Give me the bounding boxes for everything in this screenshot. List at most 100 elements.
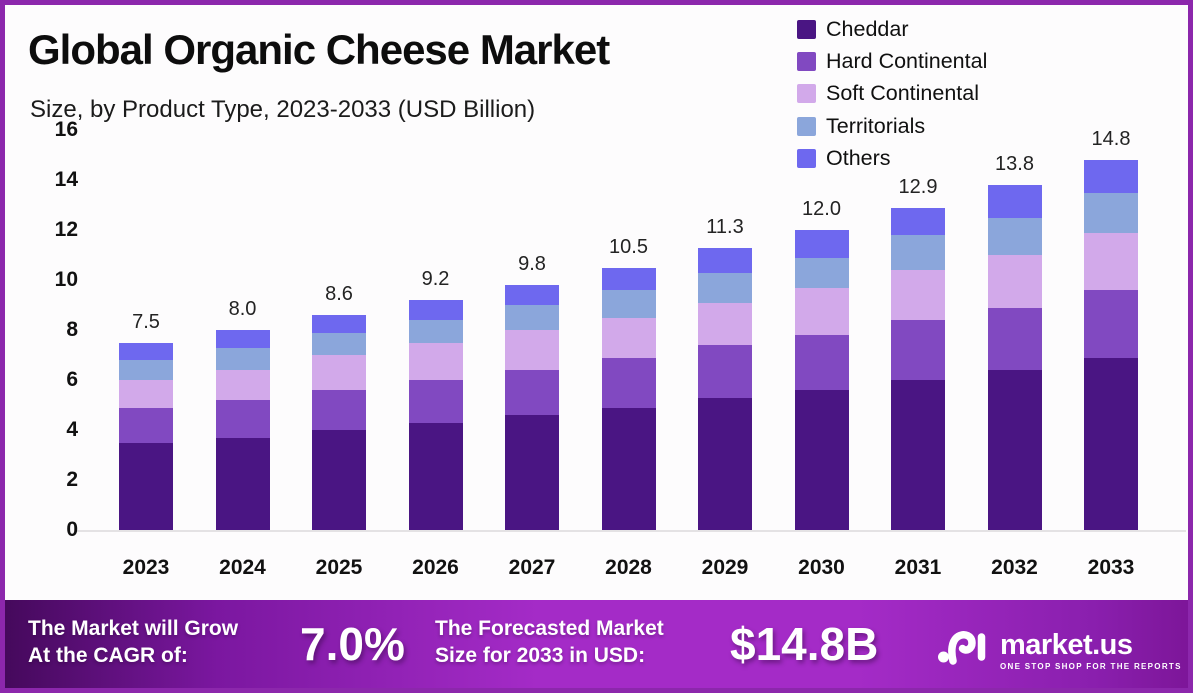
bar-segment-others-2027 bbox=[505, 285, 559, 305]
legend-label-hard-continental: Hard Continental bbox=[826, 49, 988, 74]
x-label-2025: 2025 bbox=[315, 556, 363, 579]
bar-segment-hard-continental-2028 bbox=[601, 357, 656, 408]
bar-segment-soft-continental-2031 bbox=[891, 270, 945, 320]
legend-label-territorials: Territorials bbox=[826, 113, 926, 138]
bar-segment-territorials-2031 bbox=[891, 235, 945, 270]
bar-segment-soft-continental-2032 bbox=[987, 255, 1042, 308]
bar-segment-soft-continental-2024 bbox=[215, 370, 270, 400]
bar-segment-territorials-2029 bbox=[698, 272, 752, 303]
chart-subtitle: Size, by Product Type, 2023-2033 (USD Bi… bbox=[30, 96, 536, 123]
cagr-label-line1: The Market will Grow bbox=[28, 617, 239, 640]
bar-segment-territorials-2028 bbox=[601, 290, 656, 318]
bar-total-2025: 8.6 bbox=[325, 283, 353, 305]
bar-segment-others-2024 bbox=[215, 330, 270, 348]
legend-item-cheddar: Cheddar bbox=[797, 13, 987, 45]
bar-segment-soft-continental-2026 bbox=[408, 342, 463, 380]
bar-total-2029: 11.3 bbox=[706, 215, 744, 238]
legend-swatch-hard-continental bbox=[797, 52, 816, 72]
forecast-label-line2: Size for 2033 in USD: bbox=[435, 644, 646, 667]
bar-segment-cheddar-2026 bbox=[408, 422, 463, 530]
bar-segment-territorials-2024 bbox=[215, 347, 270, 370]
bar-segment-territorials-2030 bbox=[794, 257, 849, 288]
bar-segment-others-2033 bbox=[1084, 160, 1138, 193]
brand-tagline: ONE STOP SHOP FOR THE REPORTS bbox=[1000, 662, 1182, 671]
bar-total-2024: 8.0 bbox=[228, 298, 257, 320]
legend-label-cheddar: Cheddar bbox=[826, 16, 909, 41]
bar-segment-hard-continental-2033 bbox=[1084, 290, 1138, 358]
bar-segment-territorials-2032 bbox=[987, 217, 1042, 255]
x-label-2031: 2031 bbox=[894, 556, 942, 579]
bar-segment-territorials-2027 bbox=[505, 305, 559, 330]
bar-segment-territorials-2026 bbox=[408, 320, 463, 343]
bar-segment-hard-continental-2024 bbox=[215, 400, 270, 438]
bar-segment-territorials-2033 bbox=[1084, 192, 1138, 233]
legend-item-others: Others bbox=[797, 143, 987, 175]
y-tick-14: 14 bbox=[54, 168, 78, 191]
bar-segment-others-2029 bbox=[698, 247, 752, 273]
legend-swatch-territorials bbox=[797, 116, 816, 136]
bar-segment-cheddar-2027 bbox=[505, 415, 559, 530]
bar-segment-cheddar-2033 bbox=[1084, 357, 1138, 530]
bar-segment-cheddar-2025 bbox=[312, 430, 366, 530]
legend-label-soft-continental: Soft Continental bbox=[826, 81, 979, 106]
y-tick-6: 6 bbox=[66, 368, 78, 391]
footer-banner: The Market will Grow At the CAGR of: 7.0… bbox=[5, 600, 1188, 688]
legend-swatch-soft-continental bbox=[797, 84, 816, 104]
bar-segment-territorials-2023 bbox=[119, 360, 173, 380]
bar-segment-cheddar-2032 bbox=[987, 370, 1042, 530]
x-label-2029: 2029 bbox=[701, 556, 749, 579]
bar-segment-territorials-2025 bbox=[312, 332, 366, 355]
x-label-2027: 2027 bbox=[508, 556, 556, 579]
bar-segment-others-2025 bbox=[312, 315, 366, 333]
brand-wordmark: market.us bbox=[1000, 629, 1133, 661]
bar-segment-others-2026 bbox=[408, 300, 463, 320]
bar-segment-others-2031 bbox=[891, 207, 945, 235]
bar-total-2028: 10.5 bbox=[609, 235, 648, 258]
x-label-2030: 2030 bbox=[798, 556, 845, 579]
y-tick-4: 4 bbox=[66, 418, 78, 441]
cagr-label-line2: At the CAGR of: bbox=[28, 644, 188, 667]
bar-segment-cheddar-2023 bbox=[119, 442, 173, 530]
cagr-label: The Market will Grow At the CAGR of: bbox=[28, 615, 238, 669]
x-label-2026: 2026 bbox=[412, 556, 459, 579]
y-tick-12: 12 bbox=[54, 218, 78, 241]
bar-segment-soft-continental-2023 bbox=[119, 380, 173, 408]
bar-segment-cheddar-2024 bbox=[215, 437, 270, 530]
bar-total-2027: 9.8 bbox=[518, 253, 546, 275]
chart-title: Global Organic Cheese Market bbox=[28, 26, 610, 73]
bar-segment-others-2032 bbox=[987, 185, 1042, 218]
bar-total-2030: 12.0 bbox=[802, 198, 841, 220]
bar-segment-soft-continental-2030 bbox=[794, 287, 849, 335]
legend-item-territorials: Territorials bbox=[797, 110, 987, 142]
bar-segment-soft-continental-2028 bbox=[601, 317, 656, 358]
x-label-2033: 2033 bbox=[1087, 556, 1135, 579]
bar-segment-hard-continental-2025 bbox=[312, 390, 366, 430]
forecast-value: $14.8B bbox=[730, 618, 879, 670]
bar-segment-hard-continental-2027 bbox=[505, 370, 559, 415]
bar-segment-soft-continental-2027 bbox=[505, 330, 559, 370]
x-label-2023: 2023 bbox=[122, 556, 170, 579]
bar-segment-cheddar-2028 bbox=[601, 407, 656, 530]
brand-block: market.us ONE STOP SHOP FOR THE REPORTS bbox=[1000, 630, 1182, 672]
legend-label-others: Others bbox=[826, 146, 891, 171]
bar-total-2032: 13.8 bbox=[995, 153, 1034, 175]
forecast-label-line1: The Forecasted Market bbox=[435, 617, 664, 640]
y-tick-0: 0 bbox=[66, 518, 78, 541]
bar-segment-soft-continental-2025 bbox=[312, 355, 366, 390]
bar-segment-hard-continental-2030 bbox=[794, 335, 849, 390]
bar-segment-hard-continental-2029 bbox=[698, 345, 752, 398]
legend-swatch-others bbox=[797, 149, 816, 169]
legend-item-soft-continental: Soft Continental bbox=[797, 78, 987, 110]
x-label-2032: 2032 bbox=[991, 556, 1038, 579]
bar-total-2033: 14.8 bbox=[1091, 128, 1131, 150]
bar-total-2031: 12.9 bbox=[898, 175, 938, 198]
x-label-2024: 2024 bbox=[219, 556, 266, 579]
bar-total-2026: 9.2 bbox=[421, 268, 450, 290]
bar-segment-hard-continental-2032 bbox=[987, 307, 1042, 370]
bar-segment-soft-continental-2033 bbox=[1084, 232, 1138, 290]
x-axis-baseline bbox=[76, 530, 1186, 532]
bar-total-2023: 7.5 bbox=[132, 310, 160, 333]
bar-segment-hard-continental-2026 bbox=[408, 380, 463, 423]
